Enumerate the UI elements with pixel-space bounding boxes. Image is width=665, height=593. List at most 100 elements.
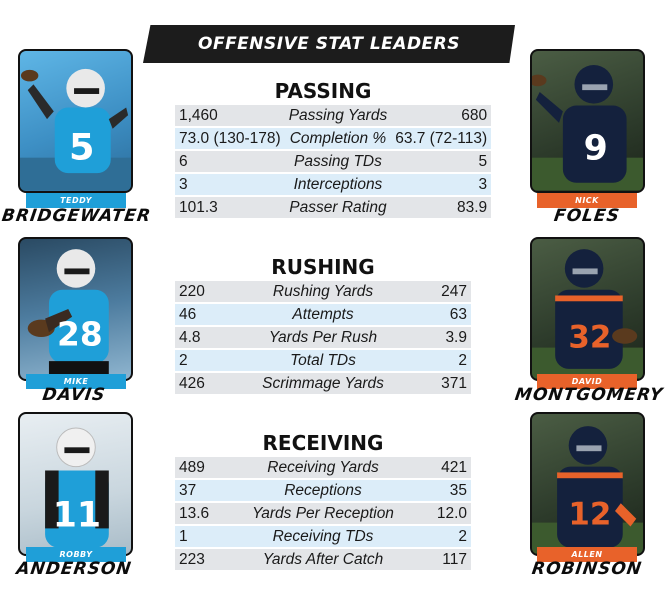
player-photo-teddy-bridgewater: 5 bbox=[18, 49, 133, 193]
player-first-name-plate: ROBBY bbox=[26, 547, 126, 562]
jersey-number: 5 bbox=[69, 126, 95, 169]
player-first-name-plate: DAVID bbox=[537, 374, 637, 389]
right-value: 63 bbox=[387, 304, 471, 325]
left-value: 37 bbox=[175, 480, 249, 501]
section-title-rushing: RUSHING bbox=[271, 255, 375, 279]
table-row: 426 Scrimmage Yards 371 bbox=[175, 373, 471, 394]
right-value: 2 bbox=[397, 526, 471, 547]
player-photo-nick-foles: 9 bbox=[530, 49, 645, 193]
table-row: 6 Passing TDs 5 bbox=[175, 151, 492, 172]
rb-running-figure: 28 bbox=[27, 249, 109, 379]
table-row: 37 Receptions 35 bbox=[175, 480, 471, 501]
table-row: 223 Yards After Catch 117 bbox=[175, 549, 471, 570]
stat-label: Scrimmage Yards bbox=[258, 373, 388, 394]
player-last-name: DAVIS bbox=[41, 385, 107, 405]
player-photo-david-montgomery: 32 bbox=[530, 237, 645, 381]
player-photo-allen-robinson: 12 bbox=[530, 412, 645, 556]
left-value: 223 bbox=[175, 549, 249, 570]
stat-label: Total TDs bbox=[258, 350, 388, 371]
jersey-number: 12 bbox=[568, 497, 611, 533]
stat-label: Completion % bbox=[284, 128, 392, 149]
table-row: 489 Receiving Yards 421 bbox=[175, 457, 471, 478]
right-value: 63.7 (72-113) bbox=[391, 128, 492, 149]
player-last-name: BRIDGEWATER bbox=[0, 206, 153, 226]
stat-label: Yards Per Reception bbox=[248, 503, 398, 524]
left-value: 426 bbox=[175, 373, 259, 394]
stat-label: Rushing Yards bbox=[258, 281, 388, 302]
left-value: 13.6 bbox=[175, 503, 249, 524]
table-row: 46 Attempts 63 bbox=[175, 304, 471, 325]
jersey-number: 9 bbox=[584, 129, 608, 169]
wr-running-figure: 12 bbox=[532, 426, 643, 554]
jersey-number: 28 bbox=[57, 316, 103, 354]
title-banner: OFFENSIVE STAT LEADERS bbox=[143, 25, 515, 63]
right-value: 5 bbox=[391, 151, 492, 172]
right-value: 12.0 bbox=[397, 503, 471, 524]
player-first-name: ROBBY bbox=[59, 550, 93, 559]
player-first-name: TEDDY bbox=[60, 196, 92, 205]
stat-label: Receptions bbox=[248, 480, 398, 501]
stat-label: Attempts bbox=[258, 304, 388, 325]
table-row: 13.6 Yards Per Reception 12.0 bbox=[175, 503, 471, 524]
right-value: 3 bbox=[391, 174, 492, 195]
right-value: 421 bbox=[397, 457, 471, 478]
player-photo-robby-anderson: 11 bbox=[18, 412, 133, 556]
stat-label: Yards After Catch bbox=[248, 549, 398, 570]
table-row: 3 Interceptions 3 bbox=[175, 174, 492, 195]
left-value: 2 bbox=[175, 350, 259, 371]
left-value: 3 bbox=[175, 174, 285, 195]
section-title-receiving: RECEIVING bbox=[262, 431, 384, 455]
player-first-name: MIKE bbox=[63, 377, 89, 386]
rushing-stats-table: 220 Rushing Yards 247 46 Attempts 63 4.8 Yard… bbox=[175, 279, 471, 396]
section-title-passing: PASSING bbox=[274, 79, 372, 103]
passing-stats-table: 1,460 Passing Yards 680 73.0 (130-178) Comp… bbox=[175, 103, 492, 220]
left-value: 101.3 bbox=[175, 197, 285, 218]
left-value: 46 bbox=[175, 304, 259, 325]
left-value: 73.0 (130-178) bbox=[175, 128, 285, 149]
stat-label: Passer Rating bbox=[284, 197, 392, 218]
right-value: 83.9 bbox=[391, 197, 492, 218]
stat-label: Yards Per Rush bbox=[258, 327, 388, 348]
table-row: 1 Receiving TDs 2 bbox=[175, 526, 471, 547]
right-value: 2 bbox=[387, 350, 471, 371]
right-value: 3.9 bbox=[387, 327, 471, 348]
player-photo-mike-davis: 28 bbox=[18, 237, 133, 381]
jersey-number: 32 bbox=[568, 320, 611, 356]
player-last-name: ROBINSON bbox=[530, 559, 644, 579]
receiving-stats-table: 489 Receiving Yards 421 37 Receptions 35 13.… bbox=[175, 455, 471, 572]
player-first-name-plate: TEDDY bbox=[26, 193, 126, 208]
stat-label: Receiving Yards bbox=[248, 457, 398, 478]
right-value: 371 bbox=[387, 373, 471, 394]
right-value: 247 bbox=[387, 281, 471, 302]
qb-throwing-figure: 5 bbox=[20, 68, 131, 191]
left-value: 489 bbox=[175, 457, 249, 478]
player-first-name: DAVID bbox=[571, 377, 603, 386]
right-value: 117 bbox=[397, 549, 471, 570]
qb-throwing-figure: 9 bbox=[532, 65, 643, 191]
table-row: 4.8 Yards Per Rush 3.9 bbox=[175, 327, 471, 348]
table-row: 1,460 Passing Yards 680 bbox=[175, 105, 492, 126]
stat-label: Receiving TDs bbox=[248, 526, 398, 547]
rb-running-figure: 32 bbox=[532, 249, 643, 379]
right-value: 35 bbox=[397, 480, 471, 501]
player-last-name: FOLES bbox=[552, 206, 622, 226]
left-value: 1 bbox=[175, 526, 249, 547]
left-value: 4.8 bbox=[175, 327, 259, 348]
left-value: 1,460 bbox=[175, 105, 285, 126]
left-value: 6 bbox=[175, 151, 285, 172]
table-row: 101.3 Passer Rating 83.9 bbox=[175, 197, 492, 218]
player-first-name-plate: MIKE bbox=[26, 374, 126, 389]
stat-label: Interceptions bbox=[284, 174, 392, 195]
player-first-name-plate: NICK bbox=[537, 193, 637, 208]
jersey-number: 11 bbox=[53, 495, 101, 535]
player-first-name: ALLEN bbox=[571, 550, 603, 559]
wr-standing-figure: 11 bbox=[45, 427, 109, 548]
table-row: 220 Rushing Yards 247 bbox=[175, 281, 471, 302]
stat-label: Passing TDs bbox=[284, 151, 392, 172]
left-value: 220 bbox=[175, 281, 259, 302]
right-value: 680 bbox=[391, 105, 492, 126]
player-last-name: ANDERSON bbox=[15, 559, 133, 579]
table-row: 73.0 (130-178) Completion % 63.7 (72-113) bbox=[175, 128, 492, 149]
player-last-name: MONTGOMERY bbox=[513, 385, 665, 405]
player-first-name-plate: ALLEN bbox=[537, 547, 637, 562]
